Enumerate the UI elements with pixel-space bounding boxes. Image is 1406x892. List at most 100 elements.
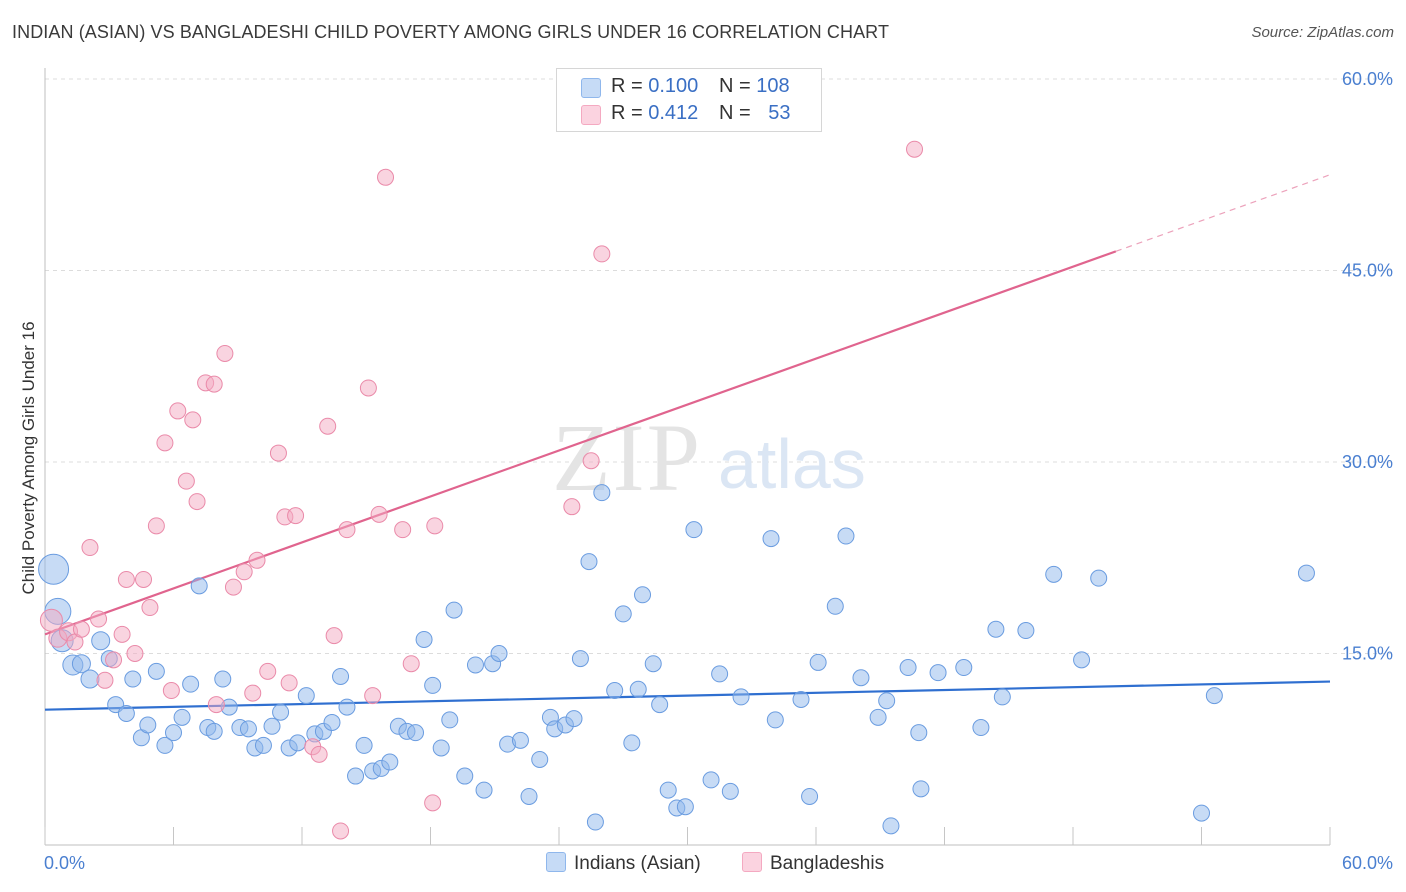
correlation-legend: R = 0.100 N = 108 R = 0.412 N = 53: [556, 68, 822, 132]
data-point: [955, 659, 973, 677]
bottom-legend-indians: Indians (Asian): [546, 852, 701, 875]
data-point: [177, 472, 195, 490]
data-point: [702, 771, 720, 789]
data-point: [520, 787, 538, 805]
legend-label-bangladeshis: Bangladeshis: [770, 853, 885, 874]
data-point: [593, 484, 611, 502]
data-point: [878, 692, 896, 710]
data-point: [1073, 651, 1091, 669]
data-point: [248, 551, 266, 569]
legend-swatch-bangladeshis: [742, 852, 762, 872]
legend-r-value: 0.412: [648, 102, 699, 124]
legend-swatch-indians: [546, 852, 566, 872]
data-point: [141, 599, 159, 617]
grid-lines: [45, 78, 1392, 654]
data-point: [71, 654, 91, 674]
data-point: [323, 713, 341, 731]
data-point: [117, 570, 135, 588]
legend-r-label: R =: [611, 75, 649, 97]
data-point: [359, 379, 377, 397]
data-point: [415, 630, 433, 648]
data-point: [39, 608, 63, 632]
data-point: [910, 724, 928, 742]
data-point: [91, 631, 111, 651]
legend-n-value: 53: [768, 102, 791, 124]
data-point: [869, 708, 887, 726]
y-tick-label: 15.0%: [1342, 644, 1393, 664]
data-point: [1193, 804, 1210, 822]
data-point: [721, 782, 739, 800]
data-point: [511, 731, 529, 749]
data-point: [993, 688, 1011, 706]
data-point: [882, 817, 900, 835]
data-point: [205, 375, 223, 393]
y-tick-label: 45.0%: [1342, 261, 1393, 281]
data-point: [80, 669, 100, 689]
y-tick-labels: 15.0% 30.0% 45.0% 60.0%: [1342, 69, 1393, 664]
y-axis-label: Child Poverty Among Girls Under 16: [19, 321, 38, 594]
data-point: [1297, 564, 1315, 582]
data-point: [407, 724, 425, 742]
data-point: [732, 688, 750, 706]
data-point: [81, 539, 99, 557]
y-tick-label: 30.0%: [1342, 452, 1393, 472]
data-point: [147, 517, 165, 535]
data-point: [593, 245, 611, 263]
data-point: [207, 696, 225, 714]
data-point: [809, 653, 827, 671]
data-point: [580, 553, 598, 571]
data-point: [826, 597, 844, 615]
x-tick-labels: 0.0% 60.0%: [44, 853, 1393, 873]
data-point: [766, 711, 784, 729]
data-point: [852, 669, 870, 687]
data-point: [182, 675, 200, 693]
data-point: [685, 521, 703, 539]
data-points: [38, 140, 1315, 840]
data-point: [441, 711, 459, 729]
data-point: [347, 767, 365, 785]
data-point: [216, 344, 234, 362]
data-point: [280, 674, 298, 692]
legend-n-value: 108: [756, 75, 790, 97]
data-point: [297, 687, 315, 705]
source-label: Source: ZipAtlas.com: [1251, 24, 1394, 41]
data-point: [629, 680, 647, 698]
data-point: [272, 703, 290, 721]
data-point: [364, 687, 382, 705]
data-point: [113, 625, 131, 643]
data-point: [139, 716, 157, 734]
data-point: [394, 521, 412, 539]
data-point: [287, 507, 305, 525]
data-point: [445, 601, 463, 619]
data-point: [606, 682, 624, 700]
data-point: [1090, 569, 1108, 587]
data-point: [475, 781, 493, 799]
data-point: [614, 605, 632, 623]
data-point: [72, 620, 90, 638]
data-point: [762, 530, 780, 548]
data-point: [432, 739, 450, 757]
data-point: [319, 417, 337, 435]
data-point: [531, 750, 549, 768]
data-point: [929, 664, 947, 682]
bottom-legend-bangladeshis: Bangladeshis: [742, 852, 884, 875]
data-point: [792, 690, 810, 708]
data-point: [165, 724, 182, 742]
legend-n-label: N =: [719, 75, 757, 97]
trend-lines: [44, 174, 1331, 711]
data-point: [235, 563, 253, 581]
data-point: [912, 780, 930, 798]
series-bangladeshis: [39, 140, 924, 840]
trend-line-bangladeshis: [44, 250, 1117, 636]
legend-r-label: R =: [611, 102, 649, 124]
data-point: [565, 710, 583, 728]
data-point: [623, 734, 641, 752]
data-point: [402, 655, 420, 673]
data-point: [676, 798, 694, 816]
data-point: [310, 745, 328, 763]
data-point: [490, 645, 508, 662]
series-indians: [38, 484, 1315, 835]
data-point: [162, 682, 180, 700]
data-point: [801, 787, 819, 805]
